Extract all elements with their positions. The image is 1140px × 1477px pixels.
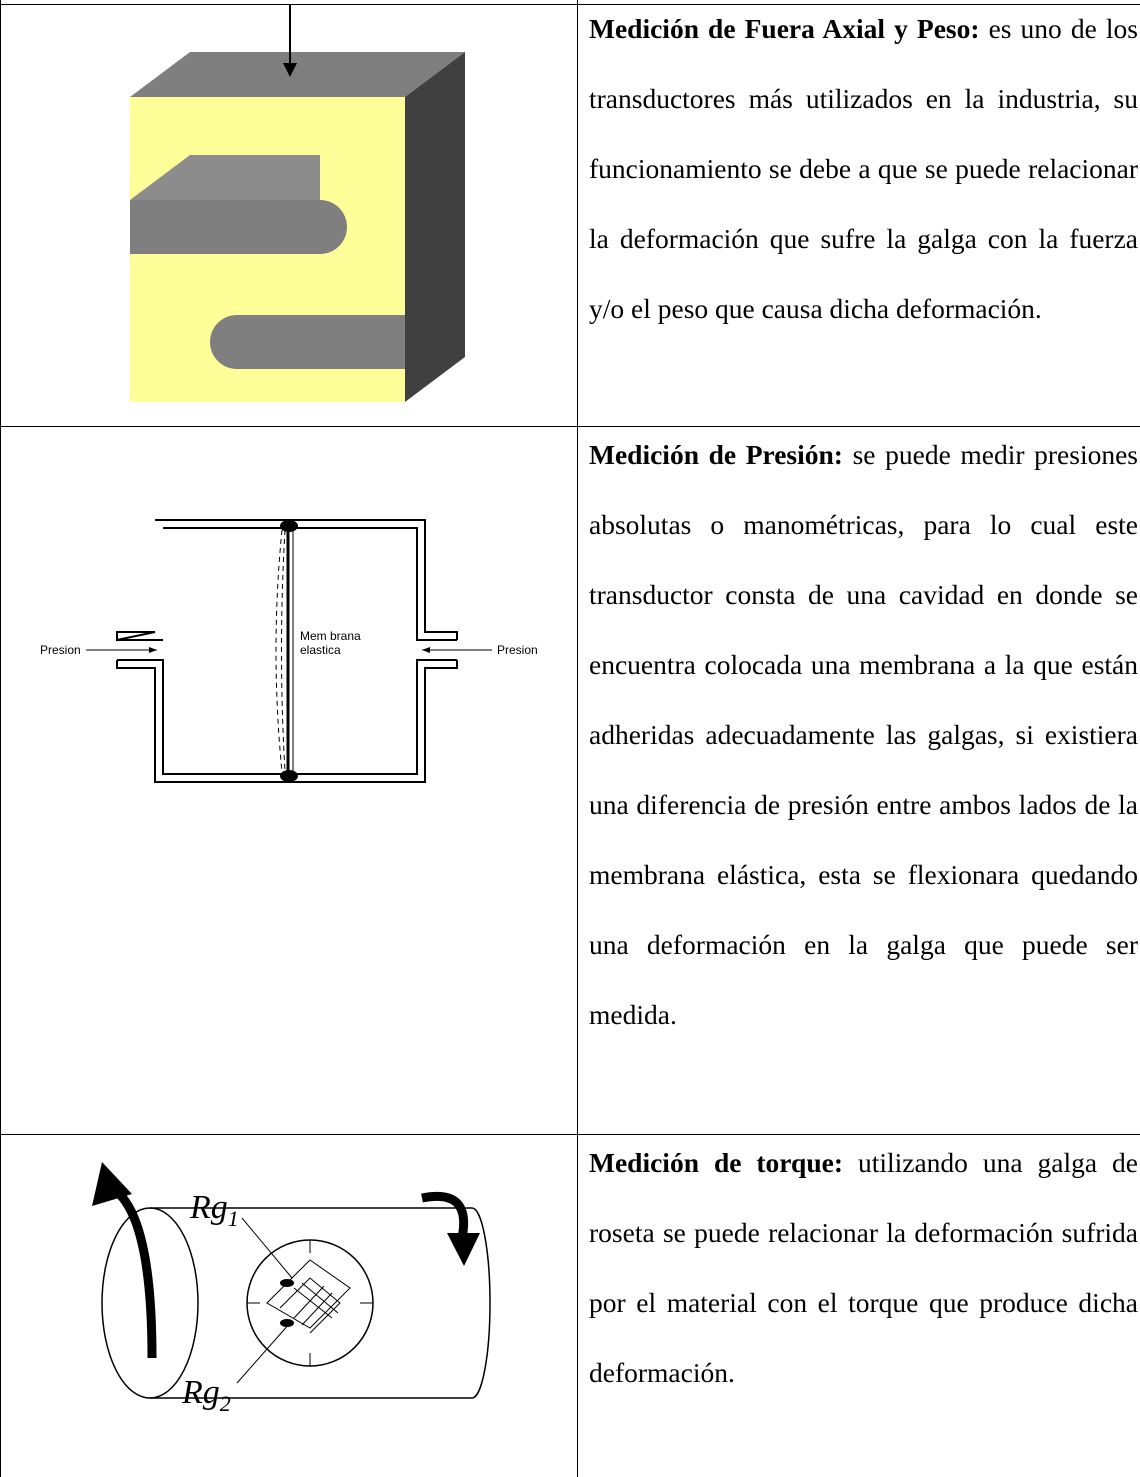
pressure-figure: Presion Mem brana elastica Presion bbox=[40, 519, 538, 783]
heading: Medición de Presión: bbox=[589, 439, 843, 470]
label: elastica bbox=[300, 643, 341, 657]
label-sub: 2 bbox=[220, 1391, 231, 1416]
cell-text: Medición de Presión: se puede medir pres… bbox=[589, 420, 1138, 1050]
text: es uno de los transductores más utilizad… bbox=[589, 13, 1138, 324]
heading: Medición de torque: bbox=[589, 1147, 843, 1178]
label: Rg1 bbox=[189, 1189, 239, 1231]
column-border bbox=[0, 0, 1, 1477]
cell-text: Medición de Fuera Axial y Peso: es uno d… bbox=[589, 0, 1138, 344]
label-sub: 1 bbox=[228, 1206, 239, 1231]
label: Mem brana bbox=[300, 629, 361, 643]
label: Presion bbox=[497, 643, 538, 657]
row-border bbox=[0, 426, 1140, 427]
label: Presion bbox=[40, 643, 81, 657]
label: Rg2 bbox=[181, 1374, 231, 1416]
column-border bbox=[577, 0, 578, 1477]
load-cell-figure bbox=[130, 5, 465, 402]
label-main: Rg bbox=[181, 1374, 220, 1411]
row-border bbox=[0, 4, 1140, 5]
text: utilizando una galga de roseta se puede … bbox=[589, 1147, 1139, 1388]
row-border bbox=[0, 1134, 1140, 1135]
label-main: Rg bbox=[189, 1189, 228, 1226]
heading: Medición de Fuera Axial y Peso: bbox=[589, 13, 980, 44]
text: se puede medir presiones absolutas o man… bbox=[589, 439, 1139, 1030]
cell-text: Medición de torque: utilizando una galga… bbox=[589, 1128, 1138, 1408]
torque-figure: Rg1 Rg2 bbox=[92, 1162, 491, 1416]
